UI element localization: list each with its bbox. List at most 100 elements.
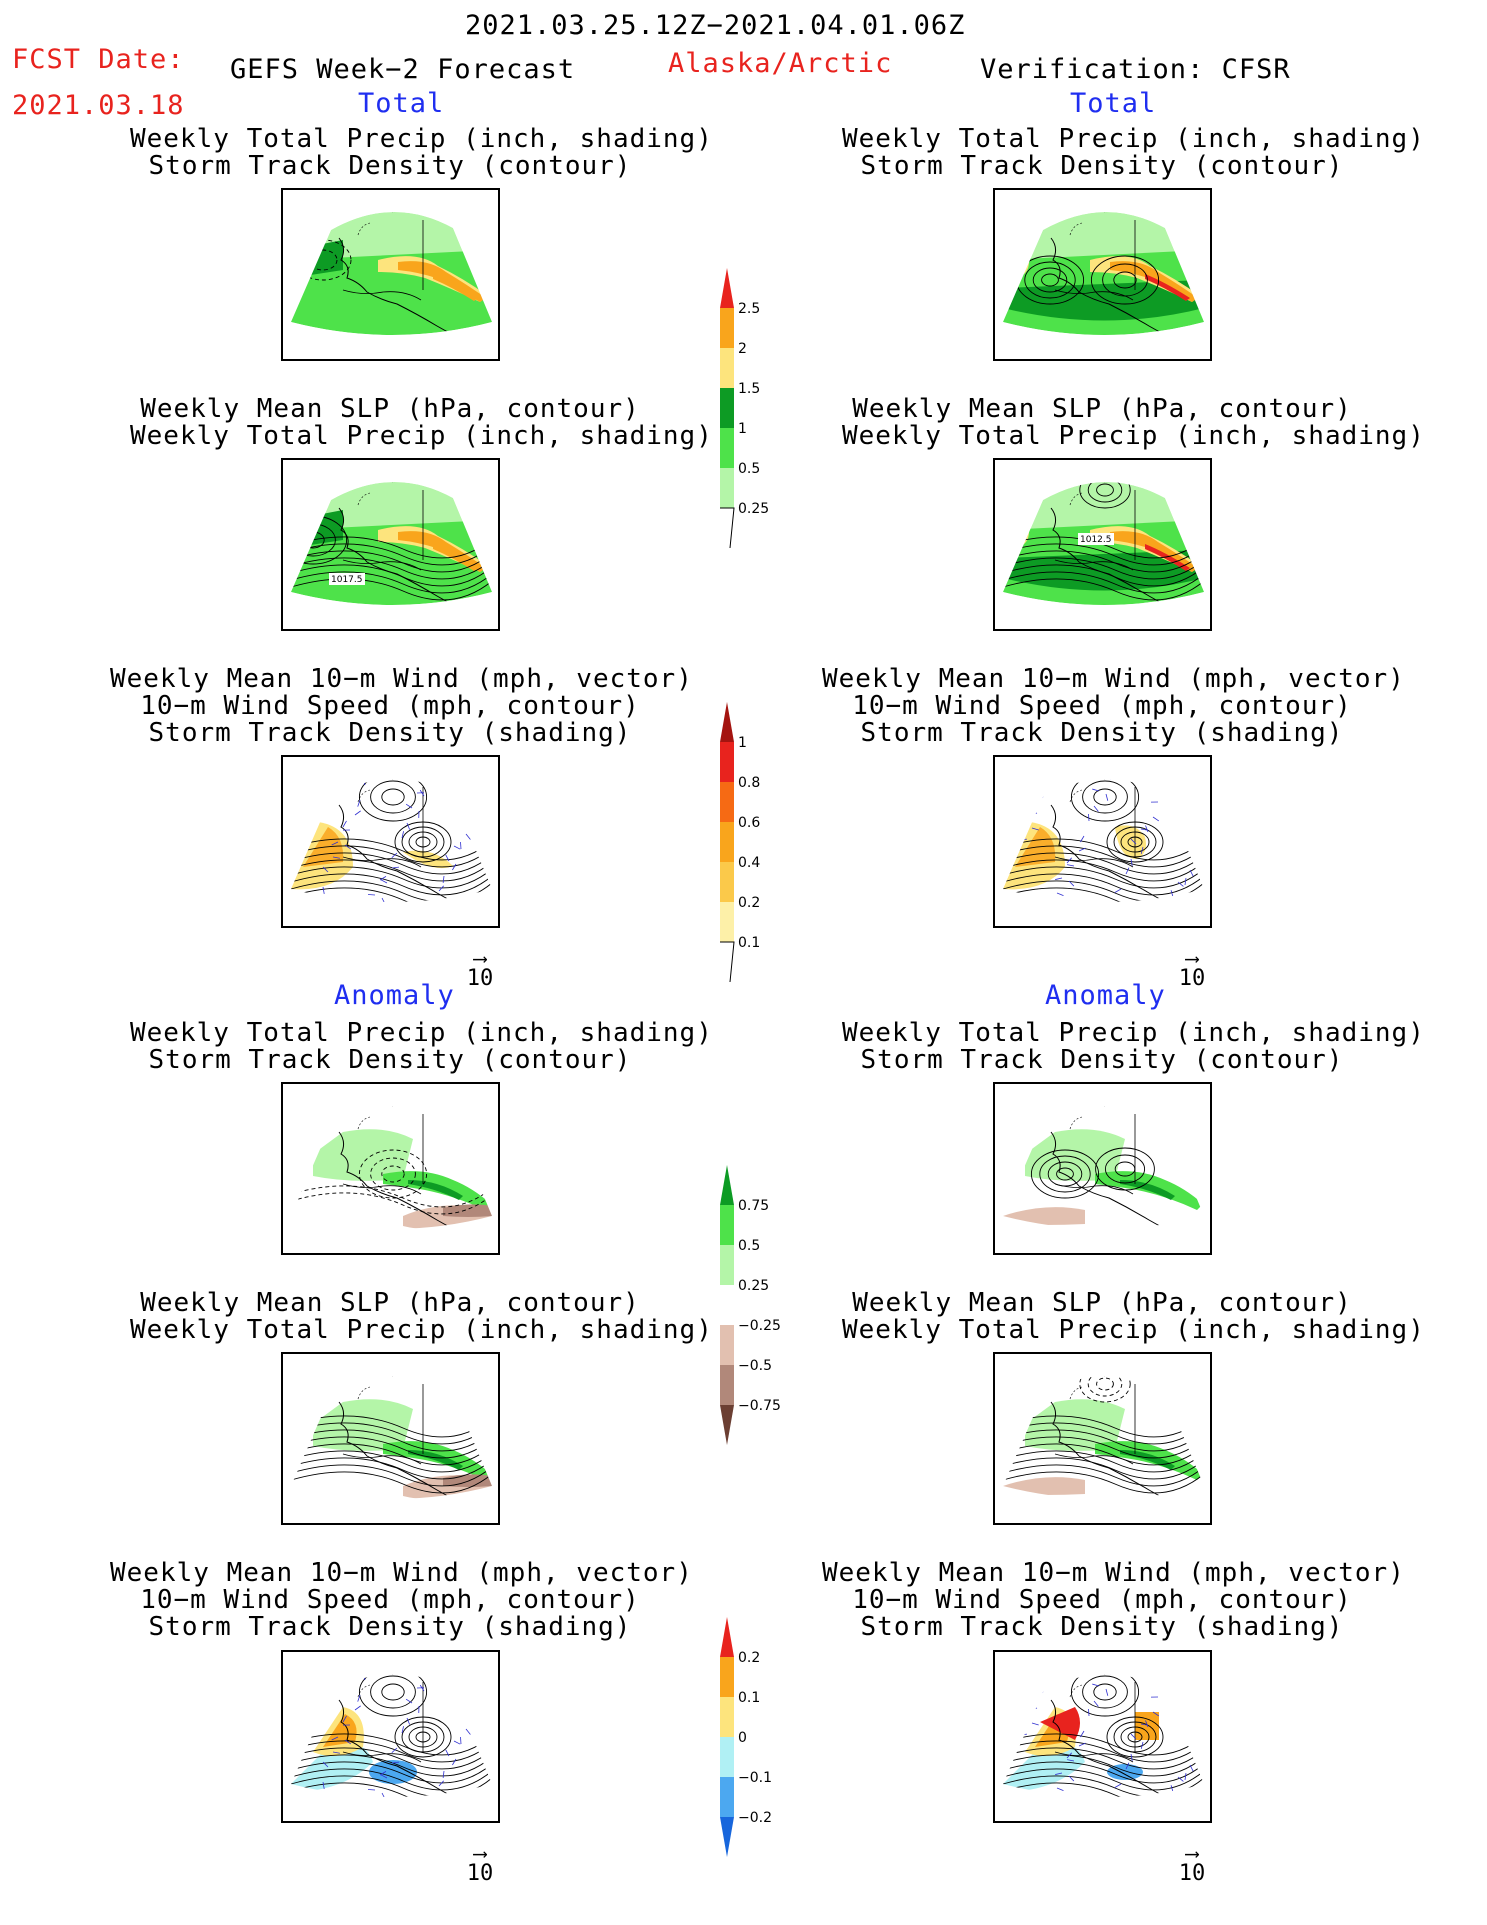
coastline bbox=[342, 1751, 422, 1763]
wind-vector bbox=[1067, 1759, 1075, 1762]
vector-ref-anom-right: ⟶ 10 bbox=[1167, 1843, 1217, 1886]
coastline bbox=[342, 559, 422, 571]
shading-yellow bbox=[403, 850, 453, 869]
wind-vector bbox=[1056, 892, 1064, 896]
colorbar-segment bbox=[720, 1697, 734, 1737]
shading-dark-green bbox=[1003, 280, 1204, 321]
colorbar-segment bbox=[720, 468, 734, 508]
colorbar-tick-label: −0.2 bbox=[738, 1810, 772, 1826]
colorbar-segment bbox=[720, 1365, 734, 1405]
title-row1-left: Weekly Total Precip (inch, shading) Stor… bbox=[130, 126, 712, 181]
shading-red bbox=[433, 274, 478, 301]
isobar bbox=[290, 557, 493, 580]
wind-vector bbox=[406, 1717, 410, 1725]
contour-line bbox=[1104, 1154, 1146, 1184]
wind-vector bbox=[1068, 880, 1075, 887]
map-total-precip-verification bbox=[993, 188, 1212, 361]
title-line: Weekly Total Precip (inch, shading) bbox=[842, 1018, 1425, 1048]
map-anom-slp-verification bbox=[993, 1352, 1212, 1525]
wind-vector bbox=[354, 810, 361, 816]
colorbar-tick-label: 0.5 bbox=[738, 1238, 760, 1254]
title-line: Weekly Total Precip (inch, shading) bbox=[130, 421, 713, 451]
wind-vector bbox=[331, 1736, 339, 1741]
isobar bbox=[1002, 1768, 1205, 1791]
colorbar-tick-label: 0.4 bbox=[738, 855, 760, 871]
isobar bbox=[1002, 1443, 1205, 1466]
isobar bbox=[1002, 578, 1205, 601]
shading-light-blue bbox=[1003, 1744, 1085, 1792]
isobar bbox=[290, 1185, 493, 1208]
isobar bbox=[1002, 1422, 1205, 1445]
colorbar-tick-label: 0.1 bbox=[738, 1690, 760, 1706]
wind-vector bbox=[1189, 869, 1194, 877]
fcst-date-value: 2021.03.18 bbox=[12, 90, 185, 121]
wind-vector bbox=[1066, 857, 1072, 864]
isobar bbox=[290, 1436, 493, 1459]
wind-vector bbox=[380, 879, 388, 884]
shading-red bbox=[1040, 1707, 1080, 1740]
wind-vector bbox=[1177, 881, 1184, 887]
wind-vector bbox=[357, 1694, 361, 1702]
colorbar-segment bbox=[720, 308, 734, 348]
colorbar-tick-label: −0.25 bbox=[738, 1318, 781, 1334]
wind-vector bbox=[391, 1747, 398, 1753]
title-line: Storm Track Density (contour) bbox=[148, 151, 632, 181]
wind-vector bbox=[1145, 825, 1149, 833]
map-anom-slp-forecast bbox=[281, 1352, 500, 1525]
colorbar-segment bbox=[720, 742, 734, 782]
contour-line bbox=[1024, 261, 1076, 299]
colorbar-tick-label: 0.5 bbox=[738, 461, 760, 477]
colorbar-anom-storm: 0.2 0.1 0 −0.1 −0.2 bbox=[720, 1617, 800, 1917]
colorbar-segment bbox=[720, 1325, 734, 1365]
isobar bbox=[290, 1450, 493, 1473]
coastline bbox=[338, 1401, 468, 1507]
title-row4-right: Weekly Total Precip (inch, shading) Stor… bbox=[842, 1018, 1425, 1074]
colorbar-segment bbox=[720, 1777, 734, 1817]
title-line: Weekly Mean 10−m Wind (mph, vector) bbox=[110, 1558, 693, 1588]
map-mask bbox=[283, 757, 498, 926]
title-line: Weekly Mean SLP (hPa, contour) bbox=[852, 394, 1352, 424]
contour-line bbox=[358, 1149, 428, 1199]
vector-ref-label: 10 bbox=[466, 966, 494, 991]
wind-vector bbox=[357, 799, 361, 807]
isobar bbox=[1002, 845, 1205, 868]
wind-vector bbox=[1130, 858, 1133, 866]
colorbar-tick-label: 0.2 bbox=[738, 895, 760, 911]
coastline bbox=[1054, 856, 1134, 868]
title-line: Weekly Total Precip (inch, shading) bbox=[842, 421, 1425, 451]
coastline bbox=[338, 1131, 468, 1237]
colorbar-tick-label: 2 bbox=[738, 341, 747, 357]
isobar bbox=[290, 873, 493, 896]
colorbar-tick-label: −0.75 bbox=[738, 1398, 781, 1414]
title-line: 10−m Wind Speed (mph, contour) bbox=[852, 691, 1352, 721]
title-line: Weekly Mean 10−m Wind (mph, vector) bbox=[110, 664, 693, 694]
contour-line bbox=[1120, 831, 1150, 853]
shading-mid-blue bbox=[1107, 1764, 1143, 1780]
isobar bbox=[290, 1471, 493, 1494]
wind-vector bbox=[332, 856, 340, 859]
wind-vector bbox=[322, 1781, 325, 1789]
wind-vector bbox=[1093, 805, 1099, 812]
isobar bbox=[290, 1464, 493, 1487]
isobar bbox=[290, 571, 493, 594]
wind-vector bbox=[401, 831, 404, 839]
wind-vector bbox=[1114, 1783, 1122, 1788]
wind-vector bbox=[442, 875, 445, 883]
colorbar-tick-label: 0.25 bbox=[738, 501, 769, 517]
isobar bbox=[1002, 543, 1205, 566]
isobar bbox=[290, 578, 493, 601]
coastline bbox=[1050, 1401, 1180, 1507]
colorbar-total-storm: 1 0.8 0.6 0.4 0.2 0.1 bbox=[720, 702, 800, 1002]
isobar bbox=[290, 1429, 493, 1452]
title-line: 10−m Wind Speed (mph, contour) bbox=[852, 1585, 1352, 1615]
title-line: Weekly Total Precip (inch, shading) bbox=[130, 1315, 713, 1345]
vector-ref-label: 10 bbox=[466, 1861, 494, 1886]
isobar bbox=[290, 845, 493, 868]
isobar bbox=[1002, 1733, 1205, 1756]
colorbar-tick-label: 0.8 bbox=[738, 775, 760, 791]
wind-vector bbox=[445, 1749, 450, 1757]
map-anom-wind-verification bbox=[993, 1650, 1212, 1823]
contour-line bbox=[370, 1675, 416, 1709]
wind-vector bbox=[1152, 816, 1160, 822]
wind-vector bbox=[1105, 1688, 1109, 1696]
